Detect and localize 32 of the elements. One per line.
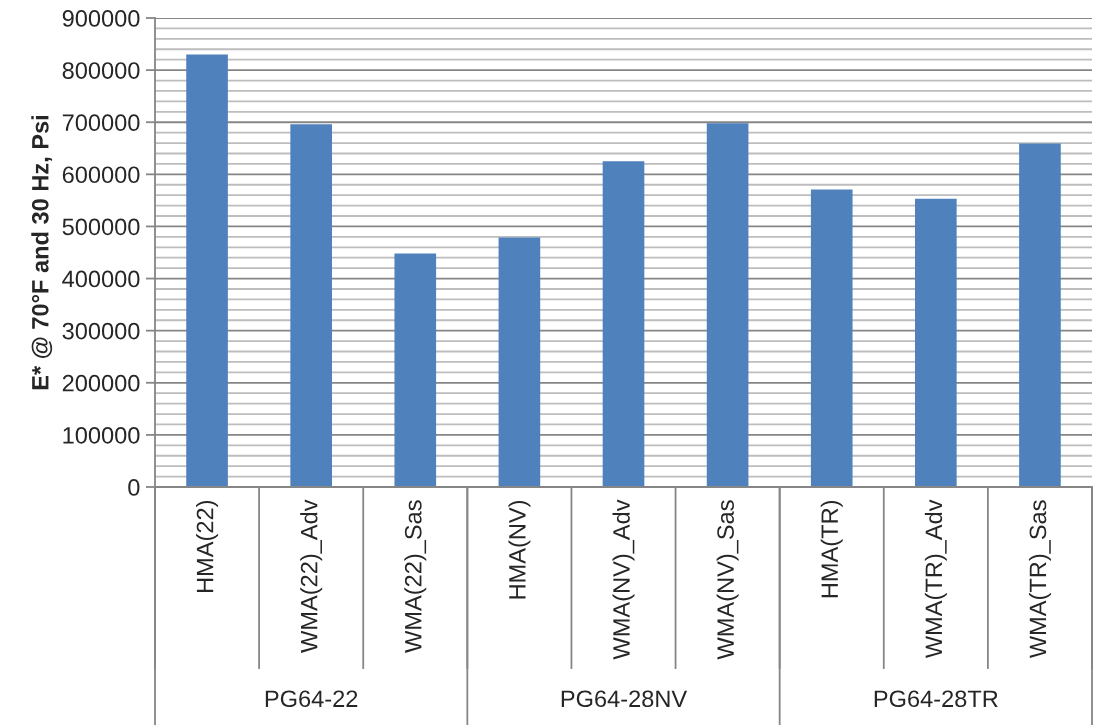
y-tick-label: 500000 — [62, 218, 140, 236]
text: PG64-28TR — [874, 690, 998, 708]
bar — [915, 198, 957, 487]
x-tick-label: WMA(TR)_Adv — [924, 499, 947, 659]
bar — [498, 237, 541, 487]
x-tick-label: HMA(TR) — [820, 500, 843, 598]
bar — [602, 161, 645, 487]
text: PG64-28NV — [561, 690, 688, 708]
bar — [394, 253, 437, 487]
y-tick-label: 700000 — [62, 114, 140, 132]
y-tick-label: 200000 — [62, 374, 140, 392]
x-tick-label: WMA(22)_Sas — [404, 500, 427, 653]
x-tick-label: WMA(NV)_Sas — [716, 500, 739, 660]
y-tick-label: 400000 — [62, 270, 140, 288]
x-tick-label: WMA(NV)_Adv — [612, 499, 635, 660]
y-axis-title: E* @ 70°F and 30 Hz, Psi — [31, 115, 53, 390]
y-tick-label: 900000 — [62, 10, 140, 27]
y-tick-label: 800000 — [62, 62, 140, 79]
bar — [290, 124, 332, 487]
bar — [706, 123, 749, 487]
text: PG64-22 — [265, 690, 358, 708]
x-tick-label: HMA(22) — [196, 500, 219, 593]
bar — [1019, 143, 1061, 487]
y-tick-label: 300000 — [62, 322, 140, 340]
y-tick-label: 0 — [128, 479, 140, 496]
y-tick-label: 100000 — [63, 426, 140, 444]
y-tick-label: 600000 — [62, 166, 140, 184]
x-tick-label: WMA(TR)_Sas — [1028, 500, 1051, 659]
bar — [810, 189, 853, 487]
x-tick-label: WMA(22)_Adv — [300, 499, 323, 653]
bar — [186, 54, 228, 487]
x-tick-label: HMA(NV) — [508, 500, 531, 599]
